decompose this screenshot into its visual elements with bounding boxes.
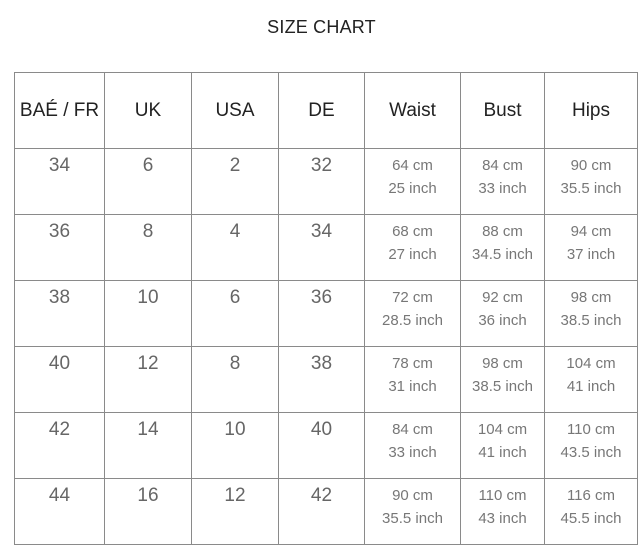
cell-uk: 8 <box>104 214 192 281</box>
cell-fr: 36 <box>14 214 105 281</box>
cell-usa: 8 <box>191 346 279 413</box>
value-cm: 110 cm <box>566 421 616 438</box>
value-cm: 72 cm <box>392 289 433 306</box>
value-cm: 64 cm <box>392 157 433 174</box>
cell-waist: 64 cm 25 inch <box>364 148 461 215</box>
value-inch: 31 inch <box>388 378 437 395</box>
cell-uk: 14 <box>104 412 192 479</box>
cell-waist: 68 cm 27 inch <box>364 214 461 281</box>
cell-hips: 94 cm 37 inch <box>544 214 638 281</box>
value-cm: 104 cm <box>477 421 528 438</box>
cell-hips: 116 cm 45.5 inch <box>544 478 638 545</box>
column-header-bust: Bust <box>460 72 545 149</box>
cell-fr: 38 <box>14 280 105 347</box>
cell-bust: 110 cm 43 inch <box>460 478 545 545</box>
cell-de: 32 <box>278 148 365 215</box>
value-cm: 116 cm <box>566 487 616 504</box>
value-inch: 43.5 inch <box>560 444 622 461</box>
cell-de: 40 <box>278 412 365 479</box>
table-row: 44 16 12 42 90 cm 35.5 inch 110 cm 43 inch 116 c… <box>14 478 638 545</box>
value-cm: 98 cm <box>482 355 523 372</box>
value-inch: 33 inch <box>388 444 437 461</box>
cell-usa: 12 <box>191 478 279 545</box>
cell-waist: 84 cm 33 inch <box>364 412 461 479</box>
value-cm: 78 cm <box>392 355 433 372</box>
value-cm: 84 cm <box>392 421 433 438</box>
column-header-uk: UK <box>104 72 192 149</box>
size-chart-table: BAÉ / FR UK USA DE Waist Bust Hips 34 6 2 32 64 cm… <box>14 72 638 545</box>
size-chart-title: SIZE CHART <box>267 17 376 37</box>
value-cm: 92 cm <box>482 289 523 306</box>
cell-bust: 104 cm 41 inch <box>460 412 545 479</box>
cell-fr: 40 <box>14 346 105 413</box>
cell-hips: 104 cm 41 inch <box>544 346 638 413</box>
value-inch: 25 inch <box>388 180 437 197</box>
cell-uk: 12 <box>104 346 192 413</box>
column-header-waist: Waist <box>364 72 461 149</box>
cell-waist: 90 cm 35.5 inch <box>364 478 461 545</box>
table-row: 40 12 8 38 78 cm 31 inch 98 cm 38.5 inch 104 cm 4… <box>14 346 638 413</box>
value-inch: 38.5 inch <box>560 312 622 329</box>
cell-usa: 4 <box>191 214 279 281</box>
value-cm: 88 cm <box>482 223 523 240</box>
value-cm: 94 cm <box>570 223 612 240</box>
value-inch: 41 inch <box>566 378 616 395</box>
value-inch: 43 inch <box>478 510 527 527</box>
cell-hips: 98 cm 38.5 inch <box>544 280 638 347</box>
value-cm: 90 cm <box>570 157 612 174</box>
cell-waist: 72 cm 28.5 inch <box>364 280 461 347</box>
value-cm: 110 cm <box>478 487 527 504</box>
value-inch: 37 inch <box>566 246 616 263</box>
table-row: 38 10 6 36 72 cm 28.5 inch 92 cm 36 inch 98 cm 38… <box>14 280 638 347</box>
value-inch: 27 inch <box>388 246 437 263</box>
cell-de: 34 <box>278 214 365 281</box>
header-row: BAÉ / FR UK USA DE Waist Bust Hips <box>14 72 638 149</box>
value-inch: 36 inch <box>478 312 527 329</box>
cell-fr: 34 <box>14 148 105 215</box>
value-inch: 28.5 inch <box>382 312 443 329</box>
table-row: 36 8 4 34 68 cm 27 inch 88 cm 34.5 inch 94 cm 37 … <box>14 214 638 281</box>
value-cm: 98 cm <box>570 289 612 306</box>
cell-bust: 84 cm 33 inch <box>460 148 545 215</box>
cell-fr: 42 <box>14 412 105 479</box>
value-cm: 84 cm <box>482 157 523 174</box>
value-inch: 34.5 inch <box>472 246 533 263</box>
cell-bust: 98 cm 38.5 inch <box>460 346 545 413</box>
table-row: 42 14 10 40 84 cm 33 inch 104 cm 41 inch 110 cm 4… <box>14 412 638 479</box>
column-header-de: DE <box>278 72 365 149</box>
cell-uk: 10 <box>104 280 192 347</box>
cell-usa: 2 <box>191 148 279 215</box>
column-header-fr: BAÉ / FR <box>14 72 105 149</box>
cell-uk: 6 <box>104 148 192 215</box>
value-inch: 35.5 inch <box>560 180 622 197</box>
cell-waist: 78 cm 31 inch <box>364 346 461 413</box>
cell-usa: 6 <box>191 280 279 347</box>
cell-hips: 110 cm 43.5 inch <box>544 412 638 479</box>
column-header-hips: Hips <box>544 72 638 149</box>
value-cm: 68 cm <box>392 223 433 240</box>
value-cm: 104 cm <box>566 355 616 372</box>
cell-de: 42 <box>278 478 365 545</box>
value-inch: 45.5 inch <box>560 510 622 527</box>
cell-de: 38 <box>278 346 365 413</box>
cell-hips: 90 cm 35.5 inch <box>544 148 638 215</box>
cell-bust: 92 cm 36 inch <box>460 280 545 347</box>
value-inch: 33 inch <box>478 180 527 197</box>
value-inch: 38.5 inch <box>472 378 533 395</box>
value-inch: 35.5 inch <box>382 510 443 527</box>
cell-de: 36 <box>278 280 365 347</box>
cell-usa: 10 <box>191 412 279 479</box>
table-row: 34 6 2 32 64 cm 25 inch 84 cm 33 inch 90 cm 35.5 … <box>14 148 638 215</box>
value-cm: 90 cm <box>392 487 433 504</box>
cell-fr: 44 <box>14 478 105 545</box>
value-inch: 41 inch <box>478 444 527 461</box>
cell-uk: 16 <box>104 478 192 545</box>
cell-bust: 88 cm 34.5 inch <box>460 214 545 281</box>
column-header-usa: USA <box>191 72 279 149</box>
